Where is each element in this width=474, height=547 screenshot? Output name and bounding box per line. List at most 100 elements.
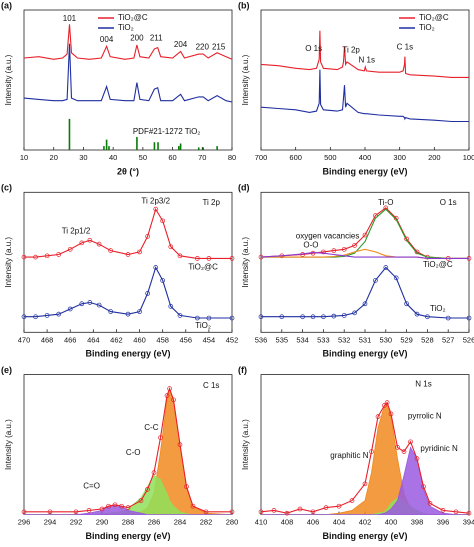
data-point [47, 509, 53, 515]
x-tick-label: 292 [70, 518, 83, 527]
x-tick-label: 528 [421, 335, 434, 344]
y-axis-label: Intensity (a.u.) [4, 54, 13, 105]
panel-label: (d) [238, 183, 250, 193]
x-tick-label: 10 [20, 153, 28, 162]
annotation: Ti 2p [202, 198, 220, 207]
x-axis-label: Binding energy (eV) [322, 531, 407, 541]
data-point [158, 435, 163, 440]
data-point [96, 302, 102, 308]
legend-label: TiO₂ [419, 23, 435, 32]
data-point [79, 301, 85, 307]
x-tick-label: 529 [400, 335, 413, 344]
y-axis-label: Intensity (a.u.) [241, 237, 250, 288]
data-point [125, 252, 131, 257]
data-point [160, 278, 166, 283]
x-tick-label: 402 [359, 518, 372, 527]
data-point [119, 503, 124, 509]
panel-label: (e) [1, 365, 12, 375]
component-area [24, 474, 232, 515]
curve [260, 401, 470, 514]
data-point [321, 314, 326, 320]
x-tick-label: 20 [50, 153, 58, 162]
x-tick-label: 30 [79, 153, 87, 162]
data-point [395, 445, 400, 450]
data-point [414, 311, 420, 317]
data-point [73, 509, 79, 515]
data-point [125, 311, 131, 317]
curve [23, 24, 233, 60]
curve [260, 252, 469, 259]
data-point [151, 470, 157, 475]
data-point [466, 315, 472, 321]
data-point [362, 301, 368, 307]
x-tick-label: 40 [109, 153, 117, 162]
data-point [323, 505, 329, 510]
data-point [44, 253, 50, 259]
x-tick-label: 50 [139, 153, 147, 162]
data-point [112, 502, 118, 508]
data-point [21, 509, 27, 515]
data-point [362, 232, 368, 238]
data-point [194, 256, 200, 261]
data-point [67, 306, 73, 312]
x-tick-label: 300 [393, 153, 406, 162]
x-tick-label: 600 [289, 153, 302, 162]
curve [260, 30, 469, 78]
annotation: 211 [150, 34, 163, 43]
data-point [137, 249, 142, 255]
data-point [300, 314, 305, 320]
x-tick-label: 468 [41, 335, 54, 344]
data-point [145, 487, 150, 492]
data-point [229, 256, 235, 261]
plot-frame [23, 191, 233, 333]
annotation: C-C [144, 423, 158, 432]
data-point [137, 309, 142, 314]
data-point [145, 291, 150, 296]
data-point [167, 386, 172, 391]
x-tick-label: 454 [203, 335, 216, 344]
annotation: pyridinic N [420, 444, 458, 453]
data-point [297, 506, 303, 512]
x-tick-label: 294 [44, 518, 57, 527]
annotation: Ti 2p [342, 45, 360, 54]
x-tick-label: 284 [174, 518, 187, 527]
y-axis-label: Intensity (a.u.) [4, 237, 13, 288]
data-point [341, 246, 347, 252]
data-point [106, 503, 111, 509]
x-tick-label: 404 [333, 518, 346, 527]
x-tick-label: 536 [255, 335, 268, 344]
data-point [168, 304, 174, 309]
data-point [171, 397, 176, 403]
data-point [138, 498, 144, 503]
annotation: O-O [303, 241, 318, 250]
curve [261, 208, 469, 259]
annotation: C 1s [203, 381, 219, 390]
data-point [33, 254, 38, 260]
annotation: O 1s [305, 44, 322, 53]
annotation: TiO₂@C [188, 263, 218, 272]
x-axis-label: Binding energy (eV) [85, 349, 170, 359]
x-tick-label: 394 [463, 518, 474, 527]
data-point [321, 249, 326, 255]
data-point [56, 252, 62, 257]
data-point [401, 449, 407, 454]
annotation: TiO₂@C [423, 260, 453, 269]
x-tick-label: 406 [307, 518, 320, 527]
data-point [425, 314, 430, 320]
x-tick-label: 396 [437, 518, 450, 527]
annotation: 204 [174, 40, 188, 49]
x-axis-label: Binding energy (eV) [322, 349, 407, 359]
data-point [206, 315, 212, 321]
x-tick-label: 290 [96, 518, 109, 527]
data-point [384, 400, 390, 405]
curve [23, 43, 233, 103]
data-point [414, 249, 420, 255]
data-point [440, 508, 446, 513]
data-point [96, 241, 102, 247]
data-point [229, 509, 235, 515]
annotation: 101 [63, 14, 77, 23]
data-point [125, 505, 131, 510]
x-tick-label: 464 [87, 335, 100, 344]
data-point [87, 300, 93, 305]
data-point [421, 484, 426, 489]
